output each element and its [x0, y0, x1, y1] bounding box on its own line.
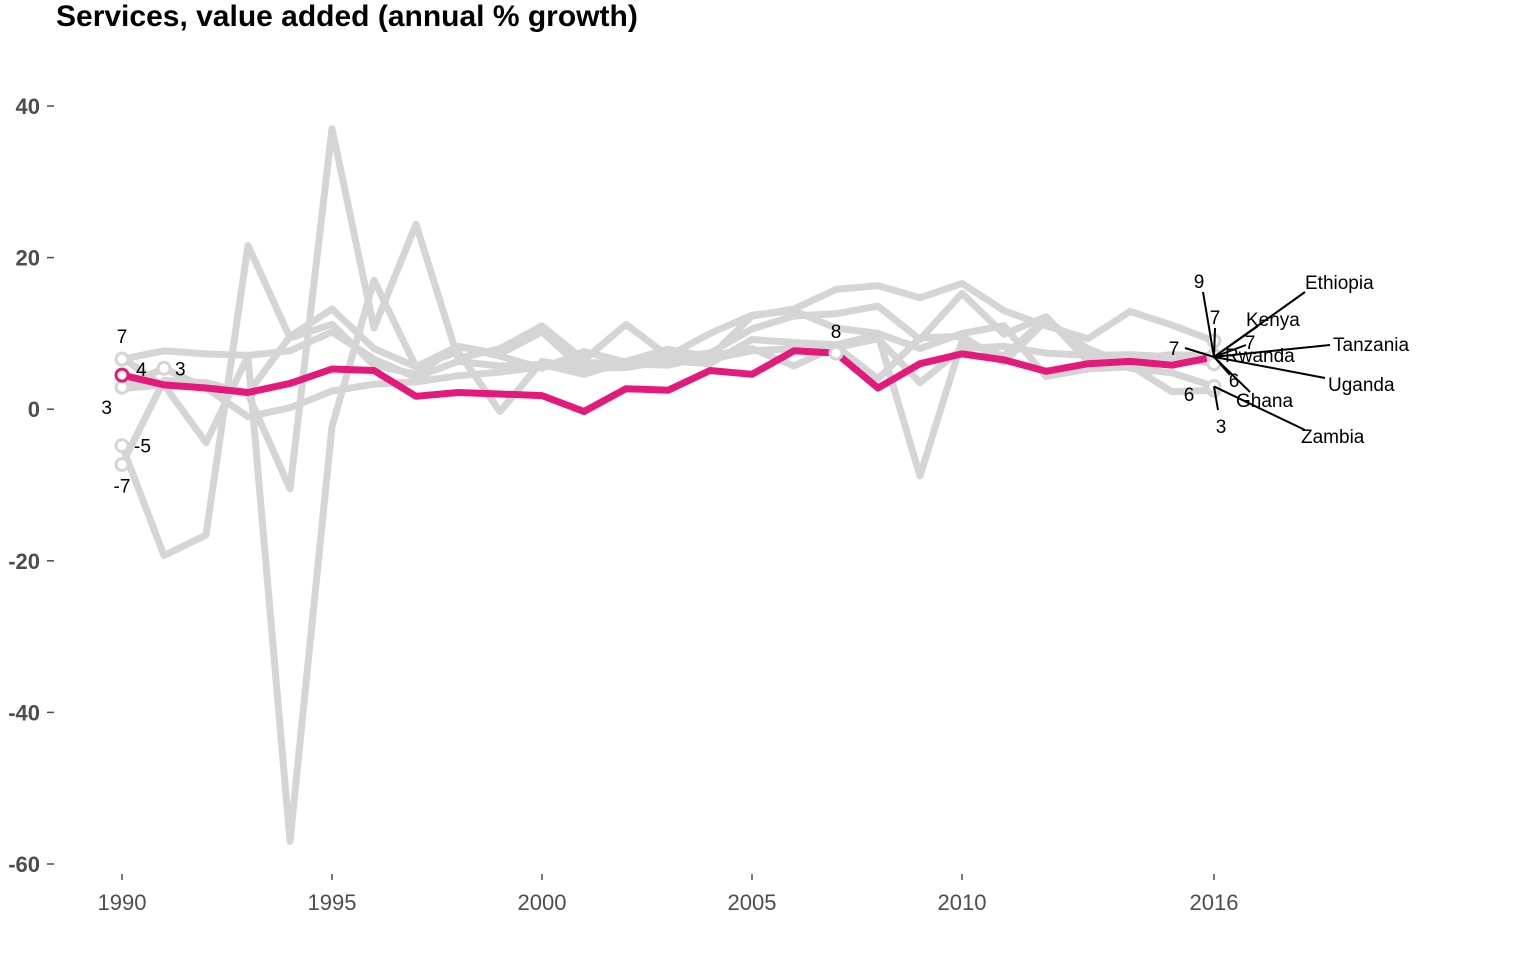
y-tick-label: 20 [16, 246, 40, 271]
highlight-series [118, 347, 1218, 415]
leader-line [1213, 327, 1216, 357]
x-tick-label: 1990 [98, 890, 147, 915]
end-point-marker [1206, 356, 1222, 372]
x-tick-label: 2010 [938, 890, 987, 915]
series-line-rwanda [118, 242, 1218, 559]
series-line-uganda [118, 125, 1218, 493]
leader-line [1213, 344, 1247, 358]
leader-line [1213, 356, 1251, 393]
y-tick-label: -40 [8, 700, 40, 725]
point-label: 3 [1216, 417, 1227, 438]
start-point-marker [114, 379, 130, 395]
background-series [118, 125, 1218, 845]
x-tick-label: 1995 [308, 890, 357, 915]
point-label: 4 [136, 360, 147, 381]
x-tick-label: 2000 [518, 890, 567, 915]
country-label-ghana: Ghana [1236, 391, 1293, 412]
country-label-rwanda: Rwanda [1225, 346, 1295, 367]
axes: -60 -40 -20 0 20 40 1990 1995 2000 2005 2010 2016 [8, 94, 1238, 915]
leader-line [1213, 344, 1331, 358]
highlight-start-marker [114, 367, 130, 383]
x-tick-label: 2005 [728, 890, 777, 915]
point-label: 3 [101, 398, 112, 419]
point-label: 7 [1169, 339, 1180, 360]
y-tick-label: 0 [28, 397, 40, 422]
label-leader-lines [1184, 291, 1331, 431]
start-point-marker [114, 351, 130, 367]
y-tick-label: -60 [8, 852, 40, 877]
series-line-kenya [118, 347, 1218, 415]
point-label: 7 [1245, 333, 1256, 354]
country-label-uganda: Uganda [1328, 375, 1395, 396]
point-label: 6 [1184, 385, 1195, 406]
start-point-marker [114, 438, 130, 454]
point-label: 3 [175, 359, 186, 380]
point-labels: 74 33-5-789777663EthiopiaKenyaTanzaniaRwa… [101, 272, 1409, 498]
chart-title: Services, value added (annual % growth) [56, 0, 638, 33]
country-label-kenya: Kenya [1246, 310, 1300, 331]
series-line-zambia [118, 276, 1218, 845]
point-label: -5 [134, 437, 151, 458]
point-label: 7 [117, 327, 128, 348]
highlight-peak-marker [828, 345, 844, 361]
country-label-ethiopia: Ethiopia [1305, 273, 1374, 294]
point-label: 9 [1194, 272, 1205, 293]
leader-line [1202, 291, 1215, 358]
point-label: 7 [1210, 308, 1221, 329]
start-point-marker [156, 360, 172, 376]
leader-line [1213, 386, 1219, 411]
leader-line [1213, 355, 1326, 379]
leader-line [1213, 385, 1306, 431]
leader-line [1213, 325, 1259, 358]
y-tick-label: -20 [8, 549, 40, 574]
point-label: 8 [831, 322, 842, 343]
leader-line [1184, 347, 1215, 358]
point-label: -7 [114, 477, 131, 498]
x-tick-label: 2016 [1190, 890, 1239, 915]
y-tick-label: 40 [16, 94, 40, 119]
country-label-zambia: Zambia [1301, 427, 1365, 448]
start-point-marker [114, 457, 130, 473]
country-label-tanzania: Tanzania [1333, 335, 1409, 356]
point-label: 6 [1229, 371, 1240, 392]
